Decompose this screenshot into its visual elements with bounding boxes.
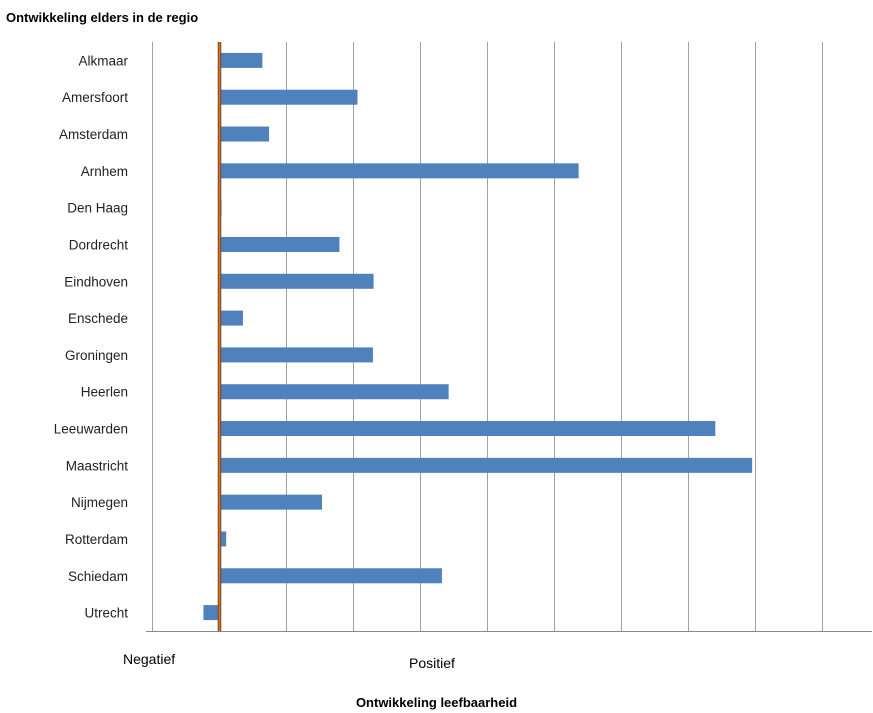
bar-nijmegen [219,494,323,510]
bars [203,52,753,621]
category-labels: Alkmaar Amersfoort Amsterdam Arnhem Den Haag… [54,53,129,620]
bar-dordrecht [219,236,340,252]
bar-schiedam [219,568,442,584]
category-label: Groningen [65,348,128,363]
category-label: Heerlen [81,385,128,400]
positive-direction-label: Positief [409,655,455,671]
category-label: Schiedam [68,569,128,584]
category-label: Nijmegen [71,495,128,510]
negative-direction-label: Negatief [123,651,176,667]
category-label: Den Haag [67,201,128,216]
category-label: Enschede [68,311,128,326]
category-label: Utrecht [84,606,128,621]
category-label: Maastricht [66,458,129,473]
bar-groningen [219,347,373,363]
bar-utrecht [203,605,220,621]
x-axis-title: Ontwikkeling leefbaarheid [355,695,518,710]
gridlines [152,42,823,631]
category-label: Arnhem [81,164,128,179]
bar-leeuwarden [219,421,716,437]
category-label: Eindhoven [64,274,128,289]
bar-eindhoven [219,273,374,289]
bar-alkmaar [219,52,263,68]
category-label: Amsterdam [59,127,128,142]
bar-rotterdam [219,531,227,547]
bar-amersfoort [219,89,358,105]
bar-amsterdam [219,126,270,142]
category-label: Leeuwarden [54,422,128,437]
bar-arnhem [219,163,579,179]
bar-heerlen [219,384,449,400]
chart-title: Ontwikkeling elders in de regio [6,10,199,25]
category-label: Rotterdam [65,532,128,547]
bar-maastricht [219,457,753,473]
category-label: Alkmaar [78,53,128,68]
category-label: Dordrecht [69,237,129,252]
category-label: Amersfoort [62,90,128,105]
bar-enschede [219,310,243,326]
